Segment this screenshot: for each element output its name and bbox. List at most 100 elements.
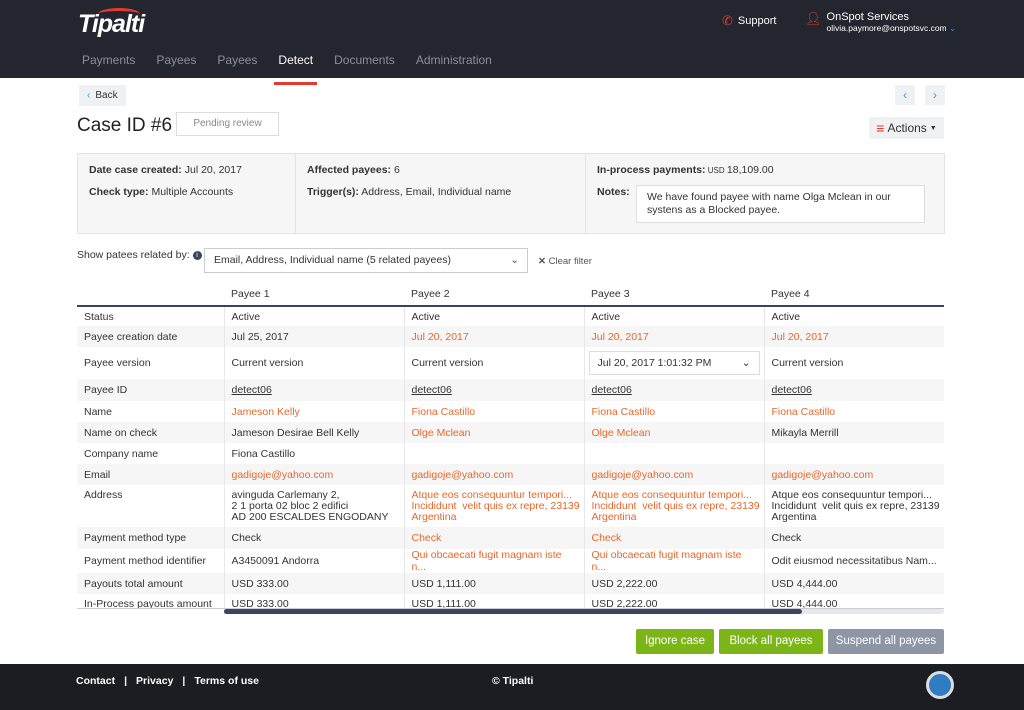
triggers-label: Trigger(s): bbox=[307, 186, 359, 198]
row-label: Payee ID bbox=[77, 379, 224, 401]
horizontal-scrollbar[interactable] bbox=[224, 609, 944, 614]
cell: Jul 20, 2017 bbox=[763, 326, 944, 347]
nav-tab-payees[interactable]: Payees bbox=[156, 53, 197, 67]
payee-comparison-table: Payee 1 Payee 2 Payee 3 Payee 4 Status Activ… bbox=[77, 286, 944, 614]
column-header: Payee 4 bbox=[764, 286, 944, 307]
table-row: Payment method identifier A3450091 Andorr… bbox=[77, 549, 944, 573]
chevron-down-icon: ⌄ bbox=[741, 357, 751, 369]
inprocess-value: 18,109.00 bbox=[726, 164, 774, 176]
cell: Active bbox=[763, 306, 944, 326]
cell: Atque eos consequuntur tempori... Incidi… bbox=[403, 485, 584, 527]
cell: Atque eos consequuntur tempori... Incidi… bbox=[763, 485, 944, 527]
nav-tab-payments[interactable]: Payments bbox=[82, 53, 136, 67]
back-button[interactable]: ‹ Back bbox=[79, 85, 126, 106]
column-header: Payee 3 bbox=[584, 286, 764, 307]
date-label: Date case created: bbox=[89, 164, 182, 176]
terms-link[interactable]: Terms of use bbox=[194, 675, 259, 687]
cell: Jameson Kelly bbox=[223, 401, 404, 422]
inprocess-label: In-process payments: bbox=[597, 164, 706, 176]
version-select[interactable]: Jul 20, 2017 1:01:32 PM ⌄ bbox=[588, 351, 760, 375]
contact-link[interactable]: Contact bbox=[76, 675, 116, 687]
cell: Active bbox=[223, 306, 404, 326]
case-summary: Date case created: Jul 20, 2017 Check ty… bbox=[77, 153, 945, 234]
filter-value: Email, Address, Individual name (5 relat… bbox=[214, 254, 451, 266]
cell bbox=[403, 443, 584, 464]
filter-label: Show patees related by: i bbox=[77, 249, 202, 261]
filter-label-text: Show patees related by: bbox=[77, 249, 190, 261]
affected-value: 6 bbox=[391, 164, 400, 176]
privacy-link[interactable]: Privacy bbox=[136, 675, 174, 687]
cell: USD 2,222.00 bbox=[583, 573, 764, 594]
cell: A3450091 Andorra bbox=[223, 549, 404, 573]
user-email: olivia.paymore@onspotsvc.com bbox=[826, 23, 947, 33]
support-link[interactable]: ✆ Support bbox=[722, 13, 776, 29]
cell: Mikayla Merrill bbox=[763, 422, 944, 443]
table-row: Payment method type Check Check Check Check bbox=[77, 527, 944, 549]
date-value: Jul 20, 2017 bbox=[181, 164, 242, 176]
cell: Active bbox=[403, 306, 584, 326]
cell[interactable]: detect06 bbox=[403, 379, 584, 401]
row-label: Name on check bbox=[77, 422, 224, 443]
clear-filter-link[interactable]: ✕ Clear filter bbox=[538, 256, 592, 267]
separator: | bbox=[124, 675, 128, 687]
row-label: Payouts total amount bbox=[77, 573, 224, 594]
check-type-label: Check type: bbox=[89, 186, 149, 198]
footer: Contact | Privacy | Terms of use © Tipalti bbox=[0, 664, 1024, 710]
notes-box: We have found payee with name Olga Mclea… bbox=[636, 185, 925, 223]
cell[interactable]: detect06 bbox=[223, 379, 404, 401]
cell: Active bbox=[583, 306, 764, 326]
chevron-left-icon: ‹ bbox=[87, 90, 91, 101]
cell[interactable]: detect06 bbox=[583, 379, 764, 401]
cell: Check bbox=[583, 527, 764, 549]
cell: USD 1,111.00 bbox=[403, 573, 584, 594]
next-case-button[interactable]: › bbox=[925, 85, 945, 105]
filter-select[interactable]: Email, Address, Individual name (5 relat… bbox=[204, 248, 528, 273]
inprocess-currency: USD bbox=[705, 166, 727, 175]
status-badge: Pending review bbox=[176, 112, 279, 136]
block-all-payees-button[interactable]: Block all payees bbox=[719, 629, 823, 654]
top-header: Tipalti ✆ Support 👤︎ OnSpot Services oliv… bbox=[0, 0, 1024, 85]
user-menu[interactable]: 👤︎ OnSpot Services olivia.paymore@onspot… bbox=[805, 11, 956, 33]
cell: gadigoje@yahoo.com bbox=[583, 464, 764, 485]
row-label: Payee creation date bbox=[77, 326, 224, 347]
cell: gadigoje@yahoo.com bbox=[763, 464, 944, 485]
cell: Odit eiusmod necessitatibus Nam... bbox=[763, 549, 944, 573]
nav-tab-administration[interactable]: Administration bbox=[415, 53, 492, 67]
cell bbox=[763, 443, 944, 464]
cell: USD 4,444.00 bbox=[763, 573, 944, 594]
suspend-all-payees-button[interactable]: Suspend all payees bbox=[828, 629, 944, 654]
row-label: Email bbox=[77, 464, 224, 485]
user-icon: 👤︎ bbox=[805, 11, 822, 26]
row-label: Payee version bbox=[84, 357, 151, 369]
cell: USD 333.00 bbox=[223, 573, 404, 594]
cell: Jul 25, 2017 bbox=[223, 326, 404, 347]
prev-case-button[interactable]: ‹ bbox=[895, 85, 915, 105]
cell: Check bbox=[223, 527, 404, 549]
logo[interactable]: Tipalti bbox=[78, 10, 145, 38]
company-name: OnSpot Services bbox=[826, 11, 910, 23]
row-label: Payment method identifier bbox=[84, 555, 206, 567]
table-row: Email gadigoje@yahoo.com gadigoje@yahoo.co… bbox=[77, 464, 944, 485]
cell: Qui obcaecati fugit magnam iste n... bbox=[403, 549, 584, 573]
actions-label: Actions bbox=[887, 121, 927, 135]
main-nav: Payments Payees Payees Detect Documents Admin… bbox=[82, 53, 513, 85]
ignore-case-button[interactable]: Ignore case bbox=[636, 629, 714, 654]
affected-label: Affected payees: bbox=[307, 164, 392, 176]
actions-button[interactable]: ≡ Actions ▼ bbox=[869, 117, 944, 139]
cell: Fiona Castillo bbox=[583, 401, 764, 422]
nav-tab-detect[interactable]: Detect bbox=[274, 53, 317, 85]
nav-tab-payees[interactable]: Payees bbox=[217, 53, 258, 67]
copyright: © Tipalti bbox=[492, 675, 534, 687]
support-label: Support bbox=[737, 15, 777, 27]
caret-down-icon: ▼ bbox=[929, 124, 937, 132]
cell[interactable]: Jul 20, 2017 1:01:32 PM ⌄ bbox=[583, 347, 764, 379]
scrollbar-thumb[interactable] bbox=[224, 609, 802, 614]
version-value: Jul 20, 2017 1:01:32 PM bbox=[597, 357, 712, 369]
cell: Fiona Castillo bbox=[763, 401, 944, 422]
info-icon[interactable]: i bbox=[192, 250, 202, 260]
cell[interactable]: detect06 bbox=[763, 379, 944, 401]
nav-tab-documents[interactable]: Documents bbox=[334, 53, 395, 67]
chevron-down-icon: ⌄ bbox=[510, 254, 519, 266]
cell: Jul 20, 2017 bbox=[583, 326, 764, 347]
cell: gadigoje@yahoo.com bbox=[403, 464, 584, 485]
